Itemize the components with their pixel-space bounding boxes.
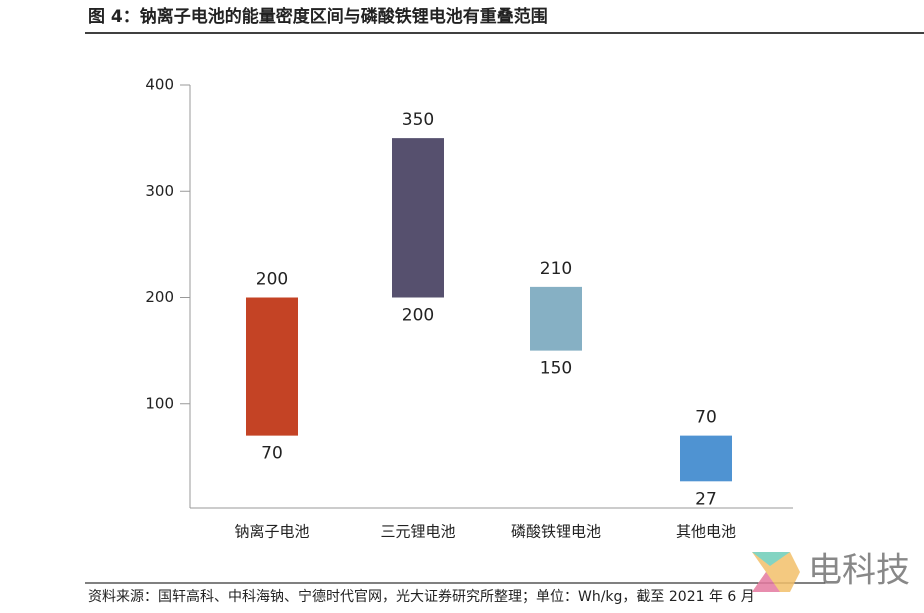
x-tick-label: 其他电池 [676,523,736,541]
x-tick-label: 钠离子电池 [234,523,309,541]
watermark: 电科技 [808,551,910,591]
bar [246,297,298,436]
bar [680,435,732,482]
value-label: 150 [540,359,572,379]
y-tick-label: 100 [145,394,174,412]
logo-shape [752,552,790,566]
y-tick-label: 200 [145,288,174,306]
y-tick-label: 400 [145,76,174,94]
y-tick-label: 300 [145,182,174,200]
value-label: 200 [256,270,288,290]
x-tick-label: 三元锂电池 [380,523,455,541]
bar [530,286,582,351]
x-tick-label: 磷酸铁锂电池 [511,523,601,541]
watermark-logo [752,552,800,592]
source-note: 资料来源：国轩高科、中科海钠、宁德时代官网，光大证券研究所整理；单位：Wh/kg… [88,588,755,605]
value-label: 70 [695,408,717,428]
chart-title: 图 4：钠离子电池的能量密度区间与磷酸铁锂电池有重叠范围 [88,6,548,27]
value-label: 350 [402,110,434,130]
value-label: 200 [402,306,434,326]
bar [392,138,444,298]
value-label: 70 [261,444,283,464]
value-label: 210 [540,259,572,279]
value-label: 27 [695,489,717,509]
logo-shape [752,572,780,592]
